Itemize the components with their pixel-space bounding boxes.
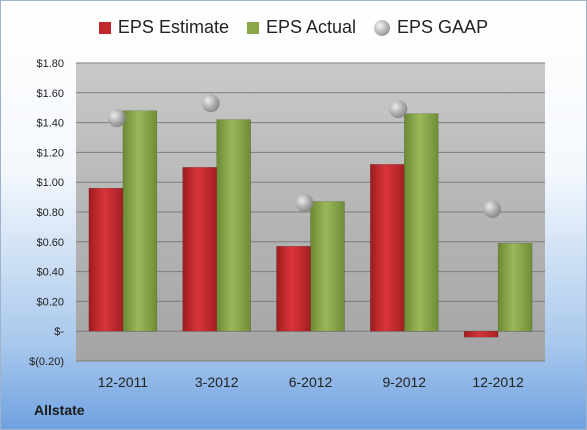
- y-tick-label: $0.40: [36, 267, 64, 279]
- y-tick-label: $0.80: [36, 207, 64, 219]
- x-tick-label: 9-2012: [383, 374, 427, 390]
- y-tick-label: $-: [54, 326, 64, 338]
- y-tick-label: $1.40: [36, 118, 64, 130]
- legend: EPS Estimate EPS Actual EPS GAAP: [1, 17, 586, 38]
- x-tick-label: 6-2012: [289, 374, 333, 390]
- eps-estimate-bar: [276, 246, 311, 332]
- eps-actual-bar: [404, 113, 439, 332]
- y-tick-label: $0.20: [36, 296, 64, 308]
- y-tick-label: $(0.20): [29, 356, 64, 368]
- eps-estimate-bar: [88, 187, 124, 332]
- legend-item-eps-actual: EPS Actual: [246, 17, 357, 38]
- legend-item-eps-gaap: EPS GAAP: [374, 17, 488, 38]
- y-axis-ticks: $(0.20) $- $0.20 $0.40 $0.60 $0.80 $1.00 $1.20 $…: [29, 58, 64, 368]
- x-tick-label: 12-2012: [472, 374, 524, 390]
- eps-estimate-bar: [463, 330, 499, 338]
- y-tick-label: $1.80: [36, 58, 64, 70]
- eps-gaap-marker: [295, 194, 314, 213]
- eps-gaap-marker: [201, 94, 220, 113]
- company-name: Allstate: [34, 402, 85, 418]
- bars: [88, 110, 533, 338]
- legend-swatch-eps-actual: [246, 21, 259, 34]
- y-tick-label: $1.60: [36, 88, 64, 100]
- legend-label-eps-actual: EPS Actual: [265, 17, 357, 37]
- eps-gaap-marker: [107, 109, 126, 128]
- y-tick-label: $0.60: [36, 237, 64, 249]
- eps-actual-bar: [216, 119, 251, 332]
- legend-marker-eps-gaap: [374, 19, 391, 36]
- eps-actual-bar: [497, 243, 533, 332]
- legend-label-eps-estimate: EPS Estimate: [117, 17, 229, 37]
- eps-gaap-marker: [389, 100, 408, 119]
- x-tick-label: 12-2011: [98, 374, 149, 390]
- eps-estimate-bar: [182, 167, 217, 332]
- gaap-markers: [107, 94, 502, 219]
- legend-item-eps-estimate: EPS Estimate: [98, 17, 229, 38]
- y-tick-label: $1.00: [36, 177, 64, 189]
- x-tick-label: 3-2012: [195, 374, 239, 390]
- eps-actual-bar: [122, 110, 158, 332]
- x-axis-ticks: 12-2011 3-2012 6-2012 9-2012 12-2012: [98, 374, 524, 390]
- eps-actual-bar: [310, 201, 345, 332]
- legend-swatch-eps-estimate: [98, 21, 111, 34]
- eps-estimate-bar: [370, 164, 405, 332]
- y-tick-label: $1.20: [36, 147, 64, 159]
- eps-gaap-marker: [483, 200, 502, 219]
- legend-label-eps-gaap: EPS GAAP: [397, 17, 489, 37]
